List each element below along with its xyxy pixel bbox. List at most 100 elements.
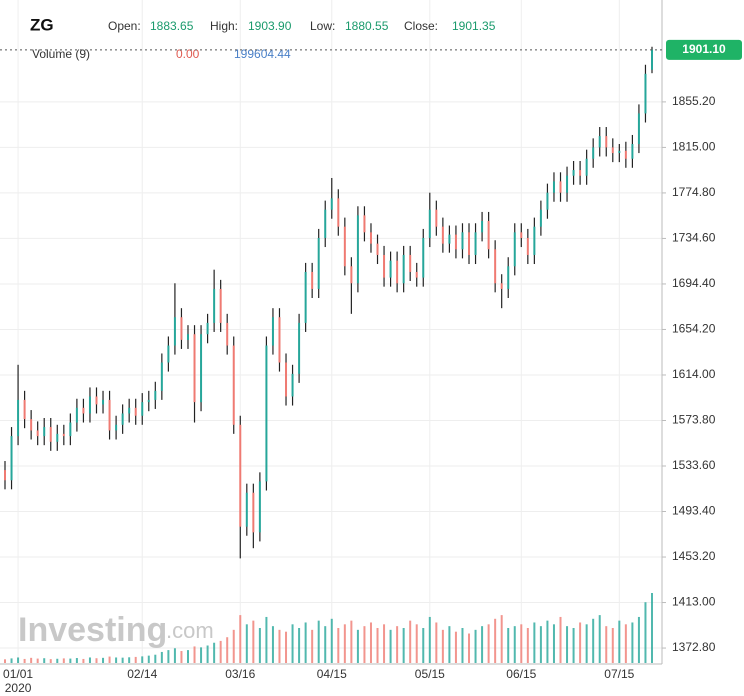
x-tick-label: 06/15 [506, 667, 536, 681]
y-tick-label: 1573.80 [672, 413, 716, 427]
volume-bar [363, 626, 366, 663]
volume-bar [494, 618, 497, 663]
candle-body [167, 345, 170, 363]
candle-body [88, 396, 91, 414]
close-value: 1901.35 [452, 19, 496, 33]
candle-body [422, 237, 425, 278]
volume-bar [441, 629, 444, 663]
candle-body [409, 254, 412, 272]
candle-body [95, 396, 98, 405]
candle-body [631, 144, 634, 159]
candle-body [69, 422, 72, 437]
candle-body [637, 113, 640, 145]
volume-bar [356, 629, 359, 663]
candle-body [552, 181, 555, 193]
volume-bar [526, 628, 529, 663]
volume-bar [651, 593, 653, 663]
candle-body [252, 492, 255, 533]
volume-bar [624, 624, 627, 663]
candle-body [298, 322, 301, 374]
candle-body [487, 221, 490, 250]
candle-body [285, 362, 288, 397]
candle-body [507, 266, 510, 289]
volume-bar [30, 657, 33, 663]
candle-body [441, 226, 444, 244]
volume-bar [428, 616, 431, 663]
candle-body [579, 170, 582, 176]
volume-bar [69, 658, 72, 663]
candle-body [56, 433, 59, 442]
candle-body [598, 136, 601, 148]
candle-body [311, 271, 314, 289]
candle-body [200, 334, 203, 403]
volume-bar [461, 628, 464, 663]
logo: Investing [18, 611, 167, 649]
volume-bar [115, 657, 118, 663]
volume-bar [128, 657, 131, 663]
volume-bar [468, 633, 471, 663]
volume-bar [232, 629, 235, 663]
volume-bar [343, 624, 346, 663]
volume-bar [435, 622, 438, 663]
symbol: ZG [30, 15, 54, 34]
open-label: Open: [108, 19, 141, 33]
volume-label: Volume (9) [32, 47, 90, 61]
candle-body [644, 73, 647, 114]
volume-bar [141, 656, 144, 663]
candle-body [539, 209, 542, 227]
candle-body [520, 232, 523, 238]
y-tick-label: 1533.60 [672, 458, 716, 472]
candle-body [186, 334, 189, 340]
candle-body [265, 345, 268, 482]
volume-bar [56, 658, 59, 663]
y-tick-label: 1372.80 [672, 640, 716, 654]
candle-body [356, 215, 359, 284]
candle-body [128, 407, 131, 414]
volume-bar [102, 657, 105, 663]
candle-body [17, 399, 20, 437]
volume-bar [311, 629, 314, 663]
candle-body [461, 232, 464, 250]
volume-bar [396, 626, 399, 663]
x-year-label: 2020 [5, 681, 32, 695]
candle-body [245, 492, 248, 527]
volume-bar [258, 628, 261, 663]
x-tick-label: 02/14 [127, 667, 157, 681]
volume-bar [644, 602, 647, 663]
volume-bar [579, 622, 582, 663]
candle-body [428, 209, 431, 238]
volume-bar [631, 622, 634, 663]
candle-body [258, 481, 261, 533]
y-tick-label: 1614.00 [672, 367, 716, 381]
volume-bar [402, 628, 405, 663]
x-tick-label: 04/15 [317, 667, 347, 681]
candle-body [193, 334, 196, 403]
candle-body [62, 433, 65, 437]
volume-bar [304, 622, 307, 663]
candle-body [481, 221, 484, 233]
candle-body [239, 424, 242, 527]
y-tick-label: 1654.20 [672, 322, 716, 336]
volume-bar [62, 658, 65, 663]
candle-body [500, 283, 503, 289]
volume-b: 199604.44 [234, 47, 291, 61]
candle-body [49, 427, 52, 442]
volume-bar [454, 631, 457, 663]
volume-bar [350, 620, 353, 663]
y-tick-label: 1734.60 [672, 231, 716, 245]
volume-bar [383, 624, 386, 663]
volume-bar [611, 628, 614, 663]
volume-bar [193, 646, 196, 663]
volume-bar [513, 626, 516, 663]
volume-bar [298, 628, 301, 663]
volume-bar [206, 645, 209, 663]
x-tick-label: 07/15 [604, 667, 634, 681]
volume-bar [213, 642, 216, 663]
logo-suffix: .com [166, 618, 214, 643]
candle-body [448, 234, 451, 244]
candle-body [343, 226, 346, 267]
candle-body [513, 232, 516, 267]
y-tick-label: 1413.00 [672, 595, 716, 609]
